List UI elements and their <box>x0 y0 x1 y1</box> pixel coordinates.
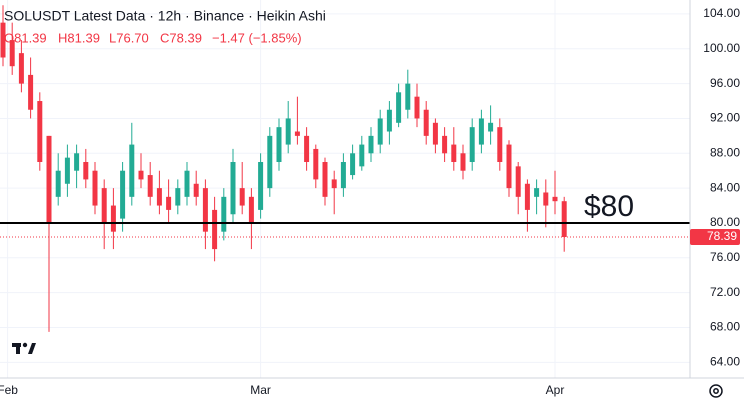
candle-body <box>18 53 24 84</box>
candle-body <box>267 135 273 189</box>
candle-body <box>368 135 374 154</box>
candle-body <box>534 188 540 197</box>
candle-body <box>83 162 89 180</box>
candle-body <box>276 127 282 162</box>
x-tick-label: Feb <box>0 383 18 397</box>
y-tick-label: 104.00 <box>703 6 740 20</box>
candle-body <box>350 153 356 176</box>
candle-body <box>74 153 80 171</box>
candle-body <box>497 127 503 162</box>
y-tick-label: 72.00 <box>710 285 740 299</box>
candle-body <box>221 196 227 232</box>
candle-body <box>322 162 328 197</box>
candle-body <box>156 188 162 206</box>
candle-body <box>313 148 319 180</box>
candle-body <box>110 205 116 232</box>
y-tick-label: 68.00 <box>710 320 740 334</box>
y-tick-label: 100.00 <box>703 41 740 55</box>
candle-body <box>64 157 70 184</box>
candle-body <box>55 170 61 197</box>
candle-body <box>294 131 300 136</box>
candle-body <box>202 188 208 232</box>
chart-title: SOLUSDT Latest Data · 12h · Binance · He… <box>4 8 326 24</box>
candle-body <box>506 144 512 189</box>
candle-body <box>92 170 98 206</box>
candle-body <box>230 162 236 215</box>
x-tick-label: Apr <box>546 383 565 397</box>
y-tick-label: 88.00 <box>710 145 740 159</box>
candle-body <box>138 170 144 180</box>
y-tick-label: 64.00 <box>710 354 740 368</box>
candle-body <box>340 162 346 189</box>
candle-body <box>129 144 135 197</box>
settings-icon[interactable] <box>709 384 723 398</box>
candle-body <box>166 196 172 210</box>
candle-body <box>285 118 291 145</box>
candle-body <box>432 122 438 145</box>
candle-body <box>423 109 429 136</box>
ohlc-close: C78.39 <box>160 30 202 45</box>
candle-body <box>28 74 34 110</box>
candle-body <box>304 135 310 162</box>
candle-body <box>386 109 392 132</box>
candle-body <box>405 83 411 110</box>
candle-body <box>478 118 484 145</box>
candle-body <box>147 175 153 197</box>
last-price-label: 78.39 <box>707 229 737 243</box>
candle-body <box>184 170 190 197</box>
candle-body <box>561 201 567 237</box>
hline-label: $80 <box>584 190 634 223</box>
y-tick-label: 80.00 <box>710 215 740 229</box>
candle-body <box>46 135 52 223</box>
candle-body <box>359 144 365 167</box>
tv-logo <box>12 342 36 354</box>
candle-body <box>451 144 457 162</box>
last-price-badge <box>690 228 740 245</box>
x-tick-label: Mar <box>250 383 271 397</box>
ohlc-low: L76.70 <box>109 30 149 45</box>
candle-body <box>469 127 475 162</box>
y-tick-label: 76.00 <box>710 250 740 264</box>
ohlc-legend: O81.39 H81.39 L76.70 C78.39 −1.47 (−1.85… <box>4 30 302 45</box>
ohlc-change: −1.47 (−1.85%) <box>212 30 302 45</box>
candle-body <box>9 40 15 67</box>
ohlc-open: O81.39 <box>4 30 47 45</box>
candle-body <box>524 183 530 210</box>
candle-body <box>331 179 337 189</box>
candle-body <box>488 122 494 132</box>
plot <box>0 5 690 332</box>
ohlc-high: H81.39 <box>58 30 100 45</box>
candle-body <box>543 192 549 206</box>
candle-body <box>212 209 218 250</box>
candle-body <box>396 92 402 123</box>
candle-body <box>248 196 254 223</box>
candle-body <box>175 188 181 206</box>
candle-body <box>193 183 199 197</box>
candle-body <box>377 118 383 145</box>
y-tick-label: 84.00 <box>710 180 740 194</box>
candle-body <box>442 135 448 154</box>
candle-body <box>239 188 245 206</box>
candle-body <box>120 170 126 219</box>
candle-body <box>258 162 264 210</box>
y-tick-label: 92.00 <box>710 111 740 125</box>
candle-body <box>101 188 107 223</box>
candle-body <box>37 101 43 162</box>
candle-body <box>552 196 558 202</box>
candle-body <box>0 22 6 58</box>
candle-body <box>460 153 466 171</box>
candle-body <box>515 166 521 197</box>
y-tick-label: 96.00 <box>710 76 740 90</box>
candle-body <box>414 96 420 119</box>
